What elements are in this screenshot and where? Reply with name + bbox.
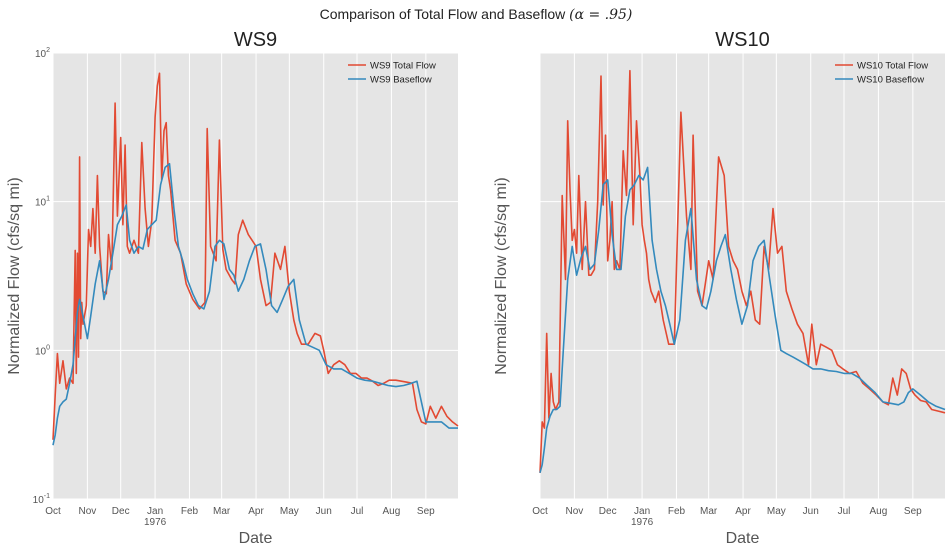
x-tick-label: Jul — [351, 506, 364, 517]
x-tick-label: Sep — [417, 506, 435, 517]
legend-entry: WS9 Total Flow — [370, 61, 436, 72]
x-axis-label: Date — [726, 530, 760, 547]
plot-area — [540, 53, 945, 499]
x-tick-label: Apr — [735, 506, 751, 517]
y-tick-label: 102 — [35, 47, 50, 60]
x-tick-label: May — [767, 506, 786, 517]
chart-title: WS10 — [715, 29, 769, 51]
series-line-ws9-total-flow — [52, 72, 459, 440]
x-tick-label: Sep — [904, 506, 922, 517]
legend-entry: WS10 Baseflow — [857, 75, 924, 86]
x-axis-label: Date — [239, 530, 273, 547]
x-tick-label: Nov — [565, 506, 583, 517]
series-line-ws10-baseflow — [539, 166, 946, 474]
plot-area — [53, 53, 458, 499]
figure-title-text: Comparison of Total Flow and Baseflow — [319, 6, 566, 22]
figure-title-math: (α = .95) — [569, 7, 633, 23]
figure-title: Comparison of Total Flow and Baseflow (α… — [0, 6, 952, 23]
y-axis-label: Normalized Flow (cfs/sq mi) — [493, 177, 510, 374]
y-tick-label: 100 — [35, 344, 50, 357]
x-tick-label: Dec — [599, 506, 617, 517]
x-tick-label: Jan — [634, 506, 650, 517]
x-tick-label: Nov — [78, 506, 96, 517]
x-tick-label: Aug — [383, 506, 401, 517]
x-tick-label: Oct — [45, 506, 61, 517]
legend-entry: WS10 Total Flow — [857, 61, 928, 72]
x-tick-label: Jul — [838, 506, 851, 517]
x-tick-label: May — [280, 506, 299, 517]
y-tick-label: 10-1 — [33, 493, 50, 506]
x-tick-label: Apr — [248, 506, 264, 517]
y-tick-label: 101 — [35, 196, 50, 209]
x-tick-label: Aug — [870, 506, 888, 517]
x-tick-label: Jan — [147, 506, 163, 517]
x-tick-year: 1976 — [144, 517, 167, 528]
y-axis-label: Normalized Flow (cfs/sq mi) — [6, 177, 23, 374]
x-tick-label: Jun — [803, 506, 819, 517]
x-tick-label: Feb — [668, 506, 686, 517]
x-tick-label: Mar — [213, 506, 231, 517]
series-line-ws9-baseflow — [52, 162, 458, 446]
x-tick-label: Dec — [112, 506, 130, 517]
x-tick-label: Mar — [700, 506, 718, 517]
x-tick-label: Jun — [316, 506, 332, 517]
x-tick-year: 1976 — [631, 517, 654, 528]
legend-entry: WS9 Baseflow — [370, 75, 432, 86]
x-tick-label: Feb — [181, 506, 199, 517]
x-tick-label: Oct — [532, 506, 548, 517]
chart-title: WS9 — [234, 29, 277, 51]
